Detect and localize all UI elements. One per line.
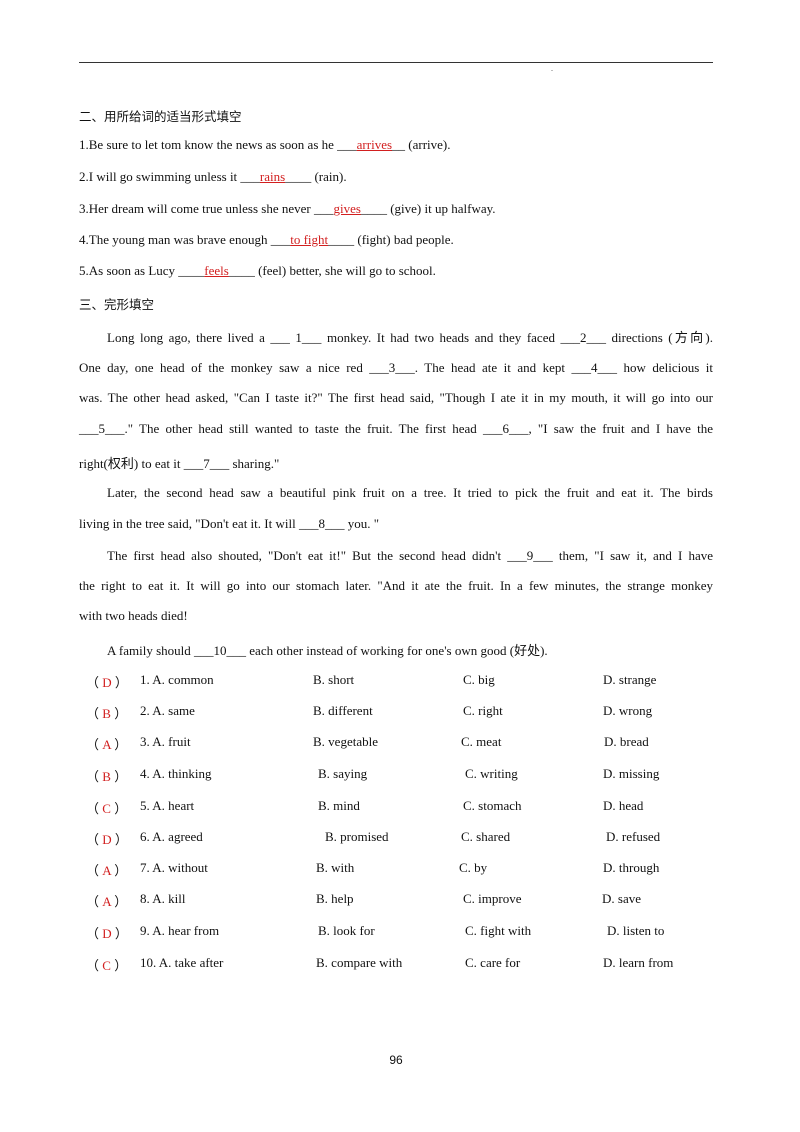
fill-item-text: ____ (fight) bad people. xyxy=(328,232,454,247)
answer-paren: （ A ） xyxy=(86,737,128,752)
option-a: 9. A. hear from xyxy=(140,923,220,938)
option-d: D. head xyxy=(603,798,644,813)
option-b: B. promised xyxy=(325,829,389,844)
option-b: B. with xyxy=(316,860,355,875)
answer-paren: （ C ） xyxy=(86,958,128,973)
option-c: C. fight with xyxy=(465,923,532,938)
fill-item-text: 3.Her dream will come true unless she ne… xyxy=(79,201,334,216)
option-c: C. writing xyxy=(465,766,518,781)
answer-paren: （ A ） xyxy=(86,894,128,909)
answer-paren: （ D ） xyxy=(86,926,128,941)
fill-item-text: 5.As soon as Lucy ____ xyxy=(79,263,205,278)
passage-line: The first head also shouted, "Don't eat … xyxy=(107,548,713,563)
option-a: 5. A. heart xyxy=(140,798,195,813)
option-d: D. save xyxy=(602,891,641,906)
fill-answer: arrives xyxy=(356,137,393,152)
header-dot: . xyxy=(551,64,553,73)
option-a: 1. A. common xyxy=(140,672,214,687)
passage-line: the right to eat it. It will go into our… xyxy=(79,578,713,593)
option-a: 7. A. without xyxy=(140,860,208,875)
fill-item-4: 4.The young man was brave enough ___to f… xyxy=(79,232,454,248)
answer-paren: （ D ） xyxy=(86,675,128,690)
fill-item-2: 2.I will go swimming unless it ___rains_… xyxy=(79,169,347,185)
section2-title: 二、用所给词的适当形式填空 xyxy=(79,109,242,124)
question-answer: B xyxy=(102,706,111,721)
option-c: C. improve xyxy=(463,891,522,906)
option-b: B. vegetable xyxy=(313,734,378,749)
passage-line: was. The other head asked, "Can I taste … xyxy=(79,390,713,405)
fill-item-3: 3.Her dream will come true unless she ne… xyxy=(79,201,496,217)
answer-paren: （ C ） xyxy=(86,801,128,816)
passage-line: Long long ago, there lived a ___ 1___ mo… xyxy=(107,330,713,345)
fill-item-text: 1.Be sure to let tom know the news as so… xyxy=(79,137,357,152)
fill-answer: gives xyxy=(333,201,361,216)
fill-item-1: 1.Be sure to let tom know the news as so… xyxy=(79,137,451,153)
fill-answer: rains xyxy=(259,169,286,184)
passage-line: A family should ___10___ each other inst… xyxy=(107,643,548,658)
option-b: B. help xyxy=(316,891,354,906)
option-b: B. look for xyxy=(318,923,375,938)
option-c: C. right xyxy=(463,703,503,718)
option-b: B. saying xyxy=(318,766,368,781)
option-b: B. different xyxy=(313,703,373,718)
option-d: D. missing xyxy=(603,766,660,781)
answer-paren: （ B ） xyxy=(86,706,128,721)
passage-line: with two heads died! xyxy=(79,608,188,623)
fill-item-5: 5.As soon as Lucy ____feels____ (feel) b… xyxy=(79,263,436,279)
option-d: D. through xyxy=(603,860,660,875)
fill-answer: to fight xyxy=(290,232,329,247)
fill-item-text: 4.The young man was brave enough ___ xyxy=(79,232,291,247)
passage-line: right(权利) to eat it ___7___ sharing." xyxy=(79,456,280,471)
passage-line: ___5___." The other head still wanted to… xyxy=(79,421,713,436)
fill-item-text: 2.I will go swimming unless it ___ xyxy=(79,169,260,184)
question-answer: C xyxy=(102,801,111,816)
fill-item-text: ____ (rain). xyxy=(285,169,347,184)
option-b: B. short xyxy=(313,672,355,687)
option-b: B. mind xyxy=(318,798,360,813)
option-c: C. by xyxy=(459,860,488,875)
answer-paren: （ D ） xyxy=(86,832,128,847)
option-d: D. learn from xyxy=(603,955,674,970)
passage-line: living in the tree said, "Don't eat it. … xyxy=(79,516,379,531)
option-c: C. stomach xyxy=(463,798,522,813)
fill-item-text: ____ (give) it up halfway. xyxy=(360,201,496,216)
section3-title: 三、完形填空 xyxy=(79,297,155,312)
question-answer: D xyxy=(102,675,112,690)
option-c: C. shared xyxy=(461,829,511,844)
answer-paren: （ B ） xyxy=(86,769,128,784)
question-answer: A xyxy=(102,737,111,752)
option-c: C. meat xyxy=(461,734,502,749)
passage-line: One day, one head of the monkey saw a ni… xyxy=(79,360,713,375)
question-answer: C xyxy=(102,958,111,973)
option-d: D. bread xyxy=(604,734,649,749)
option-a: 10. A. take after xyxy=(140,955,224,970)
option-a: 3. A. fruit xyxy=(140,734,191,749)
question-answer: D xyxy=(102,926,112,941)
question-answer: A xyxy=(102,894,111,909)
question-answer: D xyxy=(102,832,112,847)
option-c: C. care for xyxy=(465,955,521,970)
fill-item-text: __ (arrive). xyxy=(392,137,451,152)
option-c: C. big xyxy=(463,672,495,687)
passage-line: Later, the second head saw a beautiful p… xyxy=(107,485,713,500)
option-b: B. compare with xyxy=(316,955,403,970)
option-d: D. listen to xyxy=(607,923,665,938)
fill-answer: feels xyxy=(204,263,229,278)
page-number: 96 xyxy=(389,1053,403,1067)
answer-paren: （ A ） xyxy=(86,863,128,878)
option-d: D. wrong xyxy=(603,703,653,718)
question-answer: A xyxy=(102,863,111,878)
option-d: D. refused xyxy=(606,829,661,844)
option-a: 8. A. kill xyxy=(140,891,186,906)
option-a: 4. A. thinking xyxy=(140,766,212,781)
option-a: 2. A. same xyxy=(140,703,195,718)
option-d: D. strange xyxy=(603,672,657,687)
question-answer: B xyxy=(102,769,111,784)
fill-item-text: ____ (feel) better, she will go to schoo… xyxy=(228,263,436,278)
option-a: 6. A. agreed xyxy=(140,829,203,844)
header-rule xyxy=(79,62,713,63)
